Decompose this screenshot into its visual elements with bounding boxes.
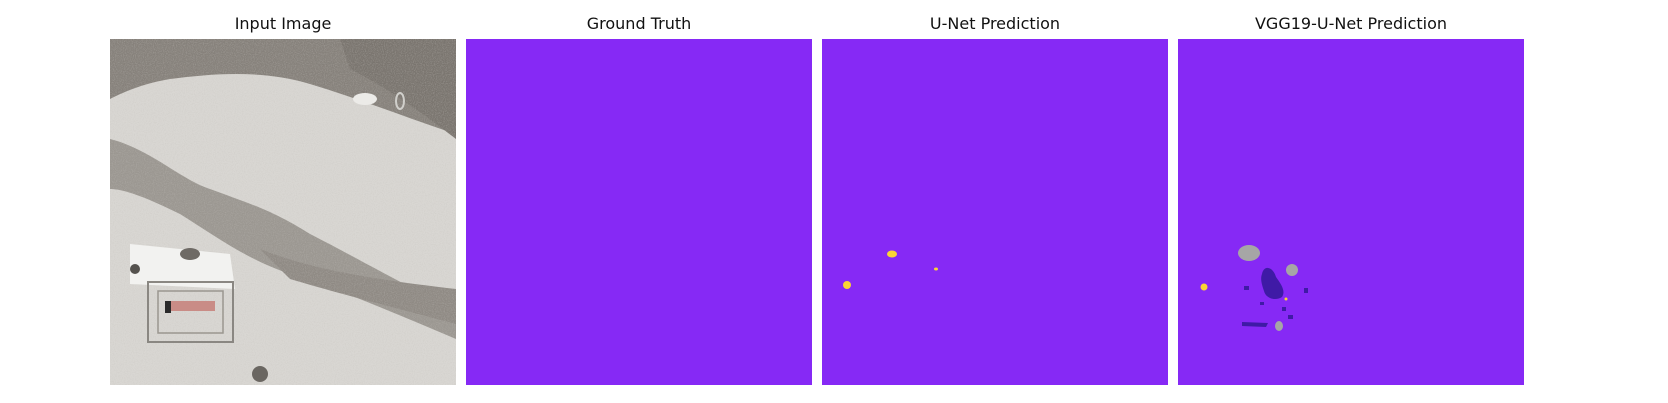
panel-vgg19-unet-prediction: VGG19-U-Net Prediction xyxy=(1178,0,1524,403)
panel-ground-truth: Ground Truth xyxy=(466,0,812,403)
satellite-image-graphic xyxy=(110,39,456,385)
vgg19-unet-prediction-mask-graphic xyxy=(1178,39,1524,385)
predicted-blob xyxy=(1244,286,1249,290)
predicted-blob xyxy=(1282,307,1286,311)
predicted-blob xyxy=(1238,245,1260,261)
ground-truth-mask-graphic xyxy=(466,39,812,385)
unet-prediction-mask xyxy=(822,39,1168,385)
background-class-region xyxy=(1178,39,1524,385)
predicted-blob xyxy=(843,281,851,289)
panel-title: Ground Truth xyxy=(586,14,692,33)
panel-title: U-Net Prediction xyxy=(929,14,1061,33)
predicted-blob xyxy=(1275,321,1283,331)
predicted-blob xyxy=(1200,283,1208,291)
panel-title: Input Image xyxy=(234,14,332,33)
predicted-blob xyxy=(1242,322,1268,327)
vgg19-unet-prediction-mask xyxy=(1178,39,1524,385)
predicted-blob xyxy=(1304,288,1308,293)
background-class-region xyxy=(822,39,1168,385)
predicted-blob xyxy=(1288,315,1293,319)
predicted-blob xyxy=(1284,297,1288,301)
predicted-blob xyxy=(1260,302,1264,305)
unet-prediction-mask-graphic xyxy=(822,39,1168,385)
predicted-blob xyxy=(887,250,897,258)
predicted-blob xyxy=(1261,267,1284,299)
panel-input-image: Input Image xyxy=(110,0,456,403)
ground-truth-mask xyxy=(466,39,812,385)
predicted-blob xyxy=(934,267,938,271)
predicted-blob xyxy=(1286,264,1298,276)
panel-title: VGG19-U-Net Prediction xyxy=(1254,14,1447,33)
panel-unet-prediction: U-Net Prediction xyxy=(822,0,1168,403)
satellite-input-image xyxy=(110,39,456,385)
background-class-region xyxy=(466,39,812,385)
